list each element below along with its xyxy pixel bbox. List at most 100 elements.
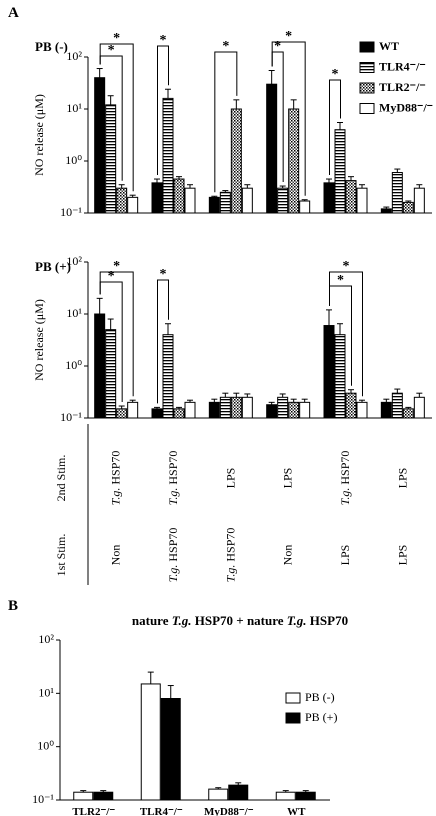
significance-bracket: [157, 279, 169, 404]
legend-swatch: [359, 82, 375, 94]
legend-label: WT: [379, 39, 399, 53]
chart-title: PB (-): [35, 39, 68, 54]
bar: [275, 791, 296, 801]
bar: [151, 182, 163, 214]
bar: [208, 401, 220, 419]
x-tick-label: TLR2⁻/⁻: [72, 806, 115, 816]
x-tick-label: TLR4⁻/⁻: [140, 806, 183, 816]
stim-label: T.g. HSP70: [166, 451, 180, 506]
bar: [356, 187, 368, 214]
significance-marker: *: [108, 269, 115, 284]
y-tick-label: 10⁻¹: [60, 410, 82, 424]
bar: [73, 791, 94, 801]
bar: [160, 698, 181, 801]
bar: [162, 97, 174, 214]
significance-bracket: [214, 51, 238, 193]
x-tick-label: WT: [287, 806, 306, 816]
significance-bracket: [329, 271, 363, 397]
stim-label: 2nd Stim.: [54, 455, 68, 502]
significance-bracket: [329, 79, 341, 176]
legend-label: TLR2⁻/⁻: [379, 80, 426, 94]
bar: [334, 334, 346, 419]
stim-label: T.g. HSP70: [223, 528, 237, 583]
bar: [413, 396, 425, 419]
stim-label: LPS: [280, 468, 294, 489]
bar: [184, 401, 196, 419]
bar: [173, 408, 185, 419]
stim-label: LPS: [338, 545, 352, 566]
legend-swatch: [359, 103, 375, 114]
significance-marker: *: [108, 43, 115, 58]
significance-marker: *: [285, 29, 292, 44]
panel-label: B: [8, 598, 18, 614]
significance-marker: *: [160, 33, 167, 48]
bar: [323, 325, 335, 419]
bar: [140, 683, 161, 801]
significance-marker: *: [274, 39, 281, 54]
y-tick-label: 10⁰: [65, 153, 82, 167]
bar: [127, 401, 139, 419]
bar: [345, 180, 357, 214]
significance-marker: *: [222, 39, 229, 54]
panel-label: A: [8, 5, 19, 21]
bar: [299, 401, 311, 419]
y-axis-label: NO release (μM): [32, 299, 46, 381]
bar: [402, 201, 414, 214]
bar: [208, 196, 220, 214]
bar: [116, 187, 128, 214]
stim-label: T.g. HSP70: [108, 451, 122, 506]
significance-bracket: [99, 43, 134, 192]
bar: [94, 313, 106, 419]
bar: [402, 408, 414, 419]
legend-label: MyD88⁻/⁻: [379, 100, 433, 114]
bar: [94, 77, 106, 214]
legend-swatch: [359, 41, 375, 53]
bar: [356, 401, 368, 419]
y-tick-label: 10²: [66, 254, 82, 268]
chart-title: PB (+): [35, 259, 71, 274]
bar: [266, 83, 278, 214]
stim-label: LPS: [223, 468, 237, 489]
bar: [230, 396, 242, 419]
bar: [230, 108, 242, 214]
bar: [151, 408, 163, 419]
significance-marker: *: [113, 259, 120, 274]
bar: [162, 334, 174, 419]
bar: [295, 791, 316, 801]
bar: [266, 404, 278, 419]
bar: [413, 187, 425, 214]
y-tick-label: 10⁰: [65, 358, 82, 372]
bar: [299, 200, 311, 214]
y-tick-label: 10¹: [66, 306, 82, 320]
bar: [208, 788, 229, 801]
y-tick-label: 10²: [38, 632, 54, 646]
y-tick-label: 10⁻¹: [60, 205, 82, 219]
y-tick-label: 10⁰: [37, 738, 54, 752]
y-tick-label: 10¹: [38, 685, 54, 699]
bar: [277, 396, 289, 419]
y-tick-label: 10²: [66, 49, 82, 63]
bar: [116, 408, 128, 419]
legend-swatch: [285, 692, 301, 704]
bar: [323, 182, 335, 214]
bar: [241, 396, 253, 419]
y-tick-label: 10⁻¹: [32, 792, 54, 806]
bar: [380, 401, 392, 419]
bar: [391, 172, 403, 214]
bar: [219, 191, 231, 214]
bar: [93, 791, 114, 801]
legend-swatch: [359, 62, 375, 73]
significance-bracket: [271, 41, 306, 196]
bar: [173, 178, 185, 214]
significance-marker: *: [337, 273, 344, 288]
x-tick-label: MyD88⁻/⁻: [204, 806, 254, 816]
bar: [288, 401, 300, 419]
chart-title: nature T.g. HSP70 + nature T.g. HSP70: [132, 613, 348, 628]
stim-label: Non: [280, 545, 294, 566]
y-tick-label: 10¹: [66, 101, 82, 115]
significance-marker: *: [332, 67, 339, 82]
bar: [105, 329, 117, 419]
bar: [219, 396, 231, 419]
bar: [277, 187, 289, 214]
bar: [241, 187, 253, 214]
